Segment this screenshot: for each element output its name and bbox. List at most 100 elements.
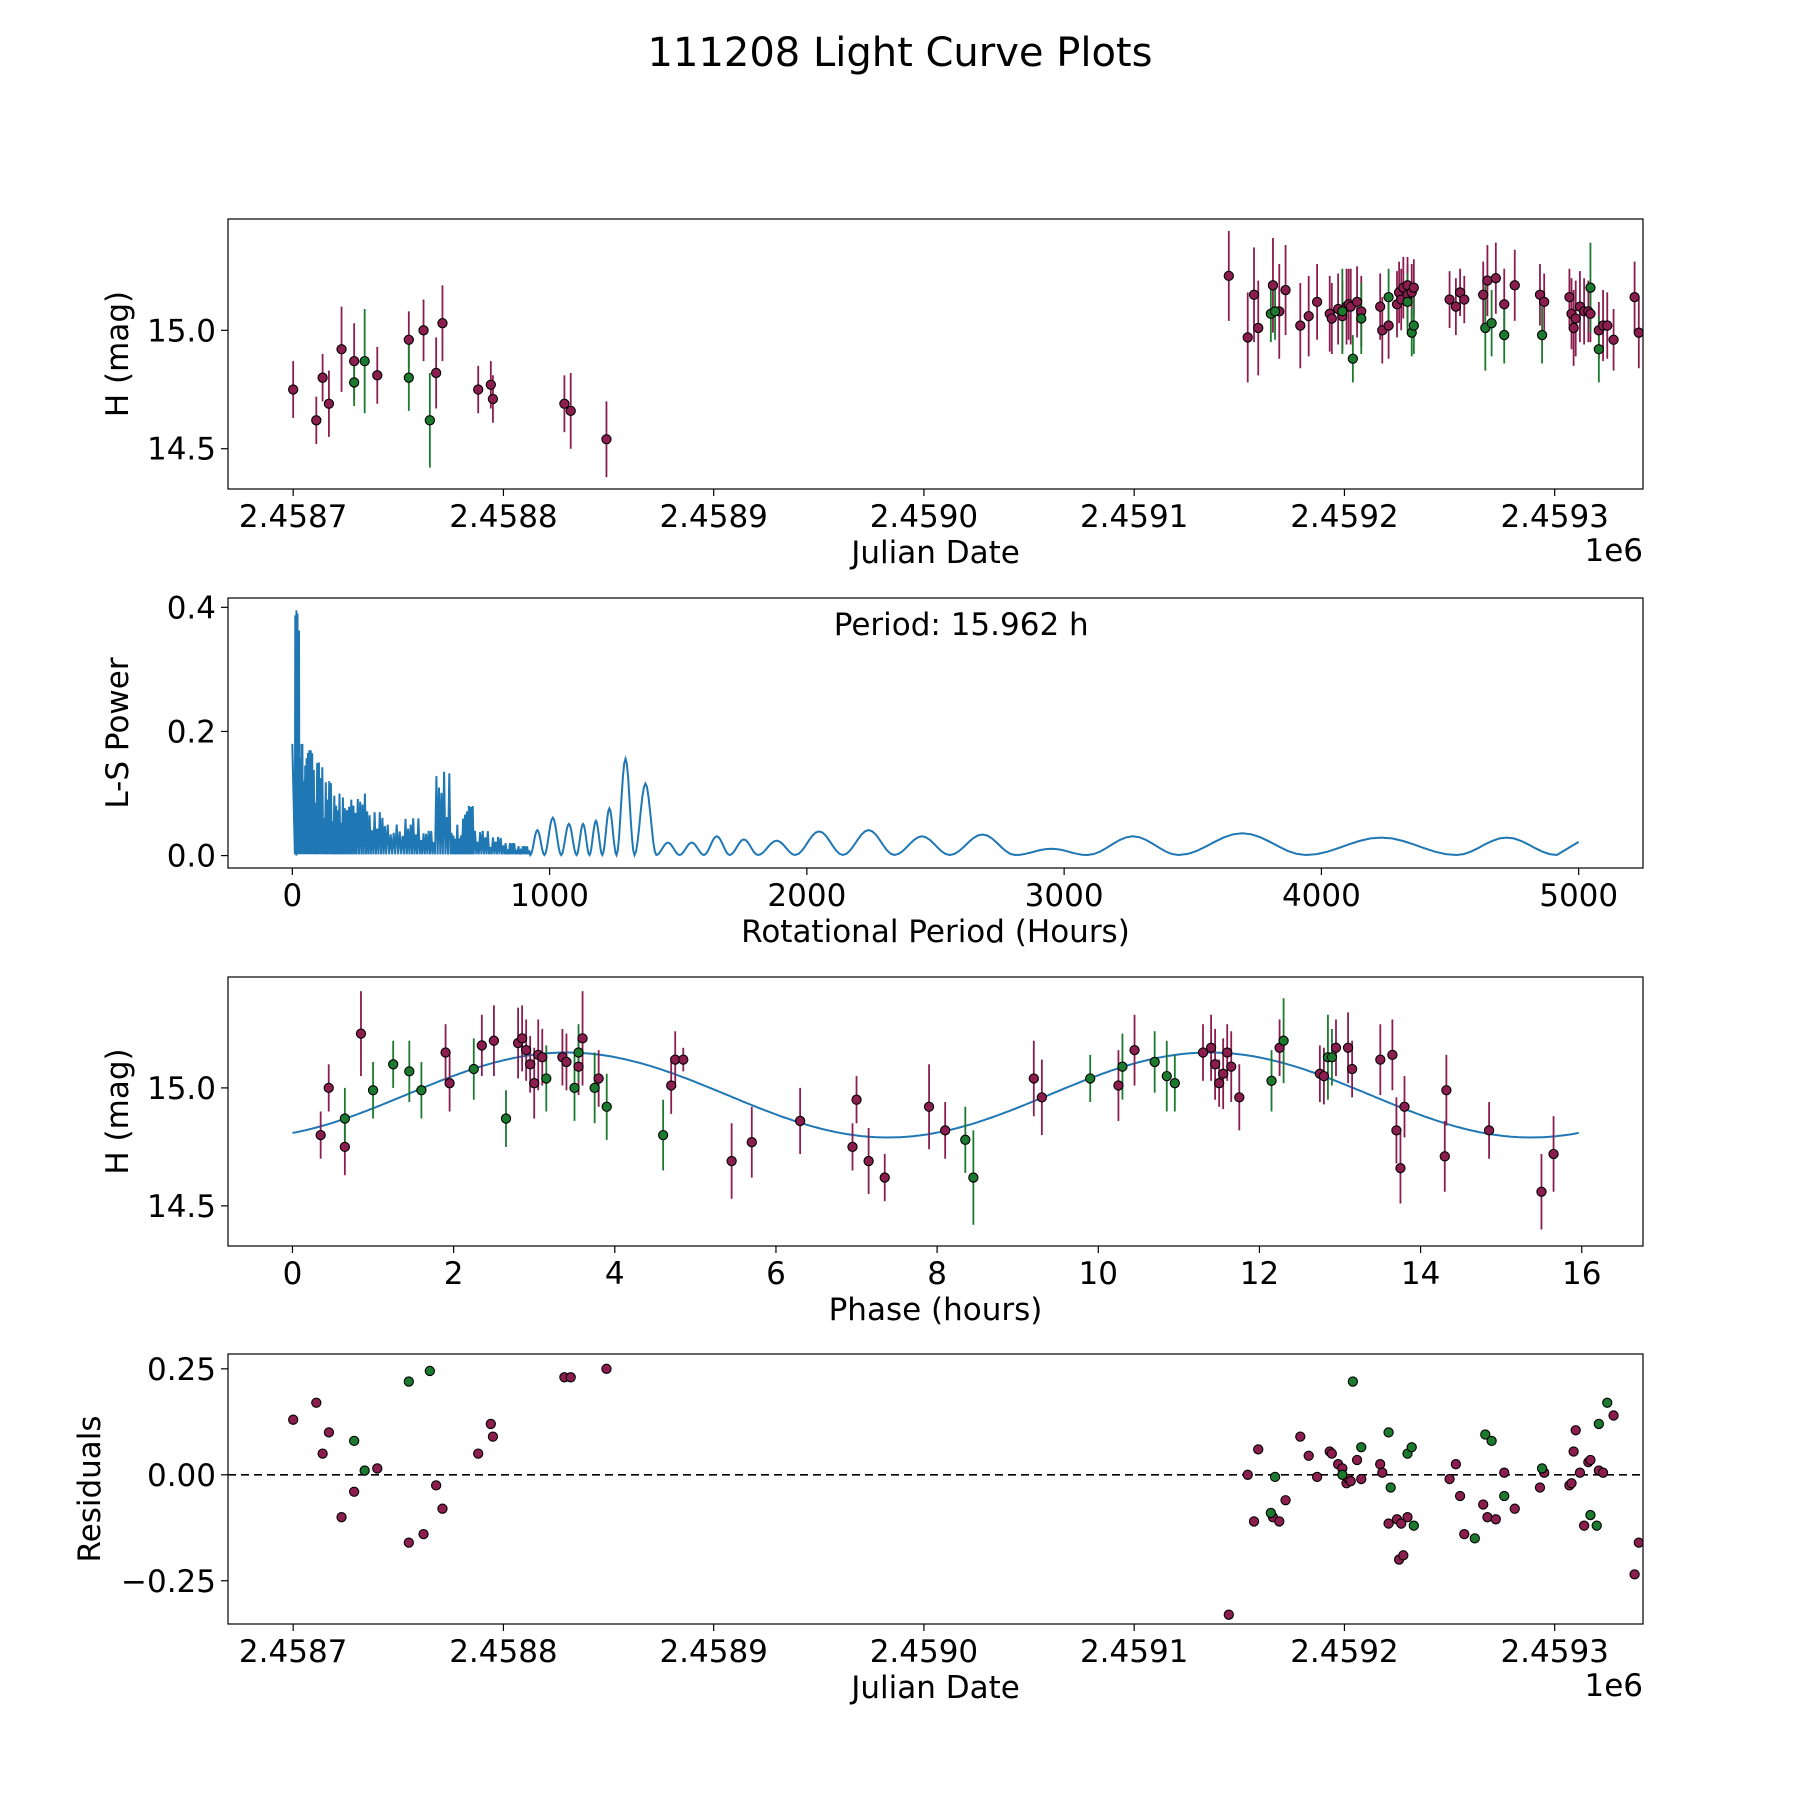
x-tick-label: 0 xyxy=(282,878,302,914)
data-point xyxy=(1548,1148,1559,1160)
data-point xyxy=(561,1056,572,1068)
data-point xyxy=(488,1035,500,1046)
data-point xyxy=(403,1376,414,1387)
y-tick-label: 14.5 xyxy=(147,1189,216,1225)
data-point xyxy=(349,355,360,367)
data-point xyxy=(1509,280,1520,291)
data-point xyxy=(500,1113,512,1124)
data-point xyxy=(1398,1550,1409,1561)
data-point xyxy=(1269,1471,1281,1483)
data-point xyxy=(359,1465,370,1476)
data-point xyxy=(437,318,448,329)
x-tick-label: 2.4593 xyxy=(1500,499,1608,535)
x-axis-label: Julian Date xyxy=(849,1670,1020,1706)
y-tick-label: 15.0 xyxy=(147,1071,216,1107)
data-point xyxy=(1566,1478,1577,1489)
data-point xyxy=(1351,296,1363,308)
data-point xyxy=(1209,1059,1221,1070)
data-point xyxy=(1377,1467,1388,1478)
data-point xyxy=(1280,1495,1291,1506)
plot-area xyxy=(292,991,1579,1230)
x-tick-label: 2.4588 xyxy=(449,1634,557,1670)
plot-area xyxy=(228,1363,1643,1620)
data-point xyxy=(1346,1063,1358,1075)
x-tick-label: 2.4592 xyxy=(1290,499,1398,535)
data-point xyxy=(1342,1042,1354,1053)
data-point xyxy=(1406,1442,1417,1453)
panel-periodogram: 0 1000 2000 3000 4000 5000 0.0 0.2 0.4 Rotational… xyxy=(100,590,1644,950)
data-point xyxy=(288,1414,299,1425)
data-point xyxy=(440,1047,451,1058)
data-point xyxy=(1383,320,1394,331)
data-point xyxy=(1499,299,1510,310)
axes-frame xyxy=(227,218,1644,490)
data-point xyxy=(487,1431,499,1442)
data-point xyxy=(1265,1507,1277,1519)
x-tick-label: 16 xyxy=(1562,1256,1601,1292)
data-point xyxy=(1402,296,1413,308)
data-point xyxy=(1439,1151,1450,1162)
data-point xyxy=(1326,313,1337,324)
panels: 2.4587 2.4588 2.4589 2.4590 2.4591 2.4592 2.45… xyxy=(72,218,1644,1706)
x-offset-label: 1e6 xyxy=(1584,533,1643,569)
x-tick-label: 2.4587 xyxy=(239,1634,347,1670)
x-tick-label: 2.4588 xyxy=(449,499,557,535)
data-point xyxy=(485,379,496,390)
data-point xyxy=(1385,1482,1396,1493)
data-point xyxy=(1248,289,1260,300)
data-point xyxy=(359,355,370,367)
data-point xyxy=(1387,1049,1398,1061)
data-point xyxy=(577,1033,588,1044)
data-point xyxy=(1223,1609,1234,1620)
x-tick-label: 2 xyxy=(444,1256,464,1292)
data-point xyxy=(1568,322,1579,334)
data-point xyxy=(1593,344,1604,355)
data-point xyxy=(1383,292,1394,303)
data-point xyxy=(485,1418,496,1430)
data-point xyxy=(1499,329,1510,341)
data-point xyxy=(372,370,383,381)
x-tick-label: 2.4590 xyxy=(870,499,978,535)
data-point xyxy=(1450,1459,1462,1470)
data-point xyxy=(1347,1376,1359,1387)
data-point xyxy=(1375,1459,1386,1470)
axes-frame xyxy=(227,976,1644,1247)
plot-area xyxy=(288,230,1643,478)
data-point xyxy=(311,415,322,426)
data-point xyxy=(1274,1516,1285,1527)
data-point xyxy=(1318,1070,1330,1082)
panel-residuals: 2.4587 2.4588 2.4589 2.4590 2.4591 2.4592 2.45… xyxy=(72,1352,1644,1706)
data-point xyxy=(1396,1518,1407,1529)
data-point xyxy=(1570,1425,1581,1436)
y-tick-label: 0.25 xyxy=(147,1352,216,1388)
data-point xyxy=(1337,306,1348,317)
data-point xyxy=(1585,308,1596,319)
data-point xyxy=(1482,275,1493,286)
data-point xyxy=(1402,1512,1413,1523)
data-point xyxy=(1629,292,1640,303)
x-tick-label: 2000 xyxy=(767,878,846,914)
data-point xyxy=(1478,289,1489,300)
data-point xyxy=(666,1080,677,1091)
data-point xyxy=(1469,1533,1480,1544)
data-point xyxy=(1629,1569,1640,1580)
data-point xyxy=(473,384,484,395)
data-point xyxy=(940,1125,951,1136)
data-point xyxy=(1266,1075,1277,1086)
data-point xyxy=(372,1463,383,1474)
data-point xyxy=(1602,1397,1613,1408)
data-point xyxy=(520,1044,532,1056)
data-point xyxy=(1585,1454,1596,1466)
data-point xyxy=(1242,332,1253,343)
data-point xyxy=(288,384,299,395)
data-point xyxy=(1483,1125,1495,1136)
y-axis-label: H (mag) xyxy=(100,291,136,417)
data-point xyxy=(1326,1052,1338,1063)
data-point xyxy=(349,377,360,388)
data-point xyxy=(1248,1516,1260,1527)
data-point xyxy=(1486,318,1497,329)
y-tick-label: 0.2 xyxy=(167,714,216,750)
data-point xyxy=(541,1073,552,1084)
data-point xyxy=(1375,1054,1386,1065)
